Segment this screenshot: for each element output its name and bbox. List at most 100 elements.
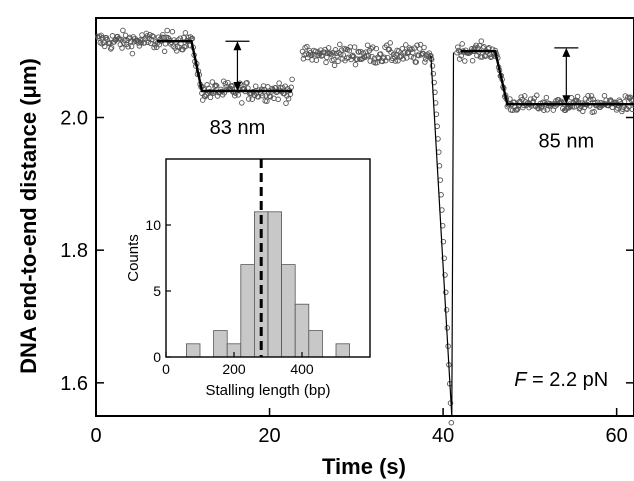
data-point (151, 44, 157, 51)
data-point (140, 37, 146, 43)
data-point (585, 93, 591, 99)
arrow-head-up (233, 41, 242, 51)
data-point (207, 94, 214, 101)
data-point (288, 84, 294, 91)
data-point (164, 27, 170, 34)
data-point (421, 44, 427, 51)
x-tick-label: 0 (90, 425, 101, 447)
data-point (108, 46, 114, 52)
inset-ticks: 0 200 400 0 5 10 (145, 217, 313, 377)
data-point (368, 45, 374, 52)
data-point (386, 46, 393, 53)
data-point (209, 79, 216, 85)
data-point (122, 32, 129, 39)
data-point (614, 105, 621, 111)
data-point (469, 57, 476, 64)
histogram-bar (267, 211, 283, 358)
data-point (370, 44, 376, 50)
data-point (377, 51, 384, 57)
data-point (108, 44, 115, 51)
data-point (587, 96, 594, 102)
data-point (459, 41, 465, 47)
data-point (113, 37, 119, 43)
data-point (456, 56, 463, 62)
step-fit-line (156, 40, 293, 93)
data-point (630, 97, 634, 103)
data-point (321, 49, 327, 55)
data-point (357, 56, 363, 63)
data-point (319, 52, 326, 58)
data-point (225, 79, 231, 86)
histogram-bar (213, 330, 228, 358)
data-point (442, 272, 448, 278)
data-point (137, 37, 144, 43)
data-point (232, 92, 238, 99)
data-point (364, 42, 371, 48)
data-point (479, 54, 485, 60)
data-point (252, 83, 259, 89)
inset-y-axis-title: Counts (125, 234, 142, 282)
data-point (244, 79, 250, 86)
dip-fit-line (430, 52, 455, 417)
data-point (304, 43, 310, 50)
data-point (541, 107, 547, 113)
force-value: = 2.2 pN (526, 369, 608, 391)
data-point (127, 38, 134, 45)
data-point (414, 42, 420, 49)
data-point (125, 44, 131, 50)
data-point (591, 109, 597, 115)
data-point (149, 33, 156, 39)
data-point (488, 54, 494, 61)
data-point (462, 58, 468, 64)
data-point (128, 43, 135, 50)
data-point (182, 30, 189, 36)
data-point (160, 31, 166, 38)
arrow-head-up (562, 47, 571, 57)
data-point (417, 41, 424, 48)
data-point (183, 43, 189, 49)
data-point (568, 95, 575, 101)
histogram-bar (294, 303, 310, 358)
arrow-head-down (233, 81, 242, 91)
histogram-bar (308, 330, 323, 358)
data-point (130, 34, 137, 40)
data-point (346, 47, 353, 54)
data-point (384, 54, 391, 61)
data-point (239, 100, 245, 106)
data-point (129, 50, 136, 57)
data-point (422, 59, 428, 65)
data-point (624, 106, 630, 113)
data-point (443, 307, 450, 313)
data-point (363, 52, 370, 59)
data-point (363, 49, 369, 55)
data-point (458, 53, 465, 59)
data-point (387, 40, 393, 46)
inset-y-tick-label: 0 (153, 349, 161, 365)
data-point (332, 47, 339, 53)
data-point (276, 80, 282, 86)
main-arrows: 83 nm 85 nm (210, 40, 594, 152)
data-point (455, 44, 461, 50)
data-point (325, 45, 332, 51)
data-point (481, 43, 487, 50)
data-point (259, 92, 266, 99)
data-point (518, 94, 524, 100)
arrow-head-down (562, 95, 571, 105)
data-point (120, 27, 126, 34)
force-annotation: F = 2.2 pN (514, 369, 608, 391)
data-point (409, 49, 416, 56)
y-axis-title: DNA end-to-end distance (μm) (16, 58, 41, 374)
data-point (543, 94, 550, 101)
data-point (340, 52, 347, 58)
data-point (275, 96, 281, 103)
data-point (574, 93, 581, 100)
data-point (180, 34, 187, 41)
y-tick-label: 2.0 (60, 108, 88, 130)
inset-histogram: 0 200 400 0 5 10 Stalling length (bp) Counts (125, 152, 371, 399)
data-point (514, 106, 521, 112)
inset-y-tick-label: 10 (145, 217, 161, 233)
data-point (431, 79, 437, 86)
data-point (285, 95, 292, 102)
data-point (426, 50, 432, 56)
